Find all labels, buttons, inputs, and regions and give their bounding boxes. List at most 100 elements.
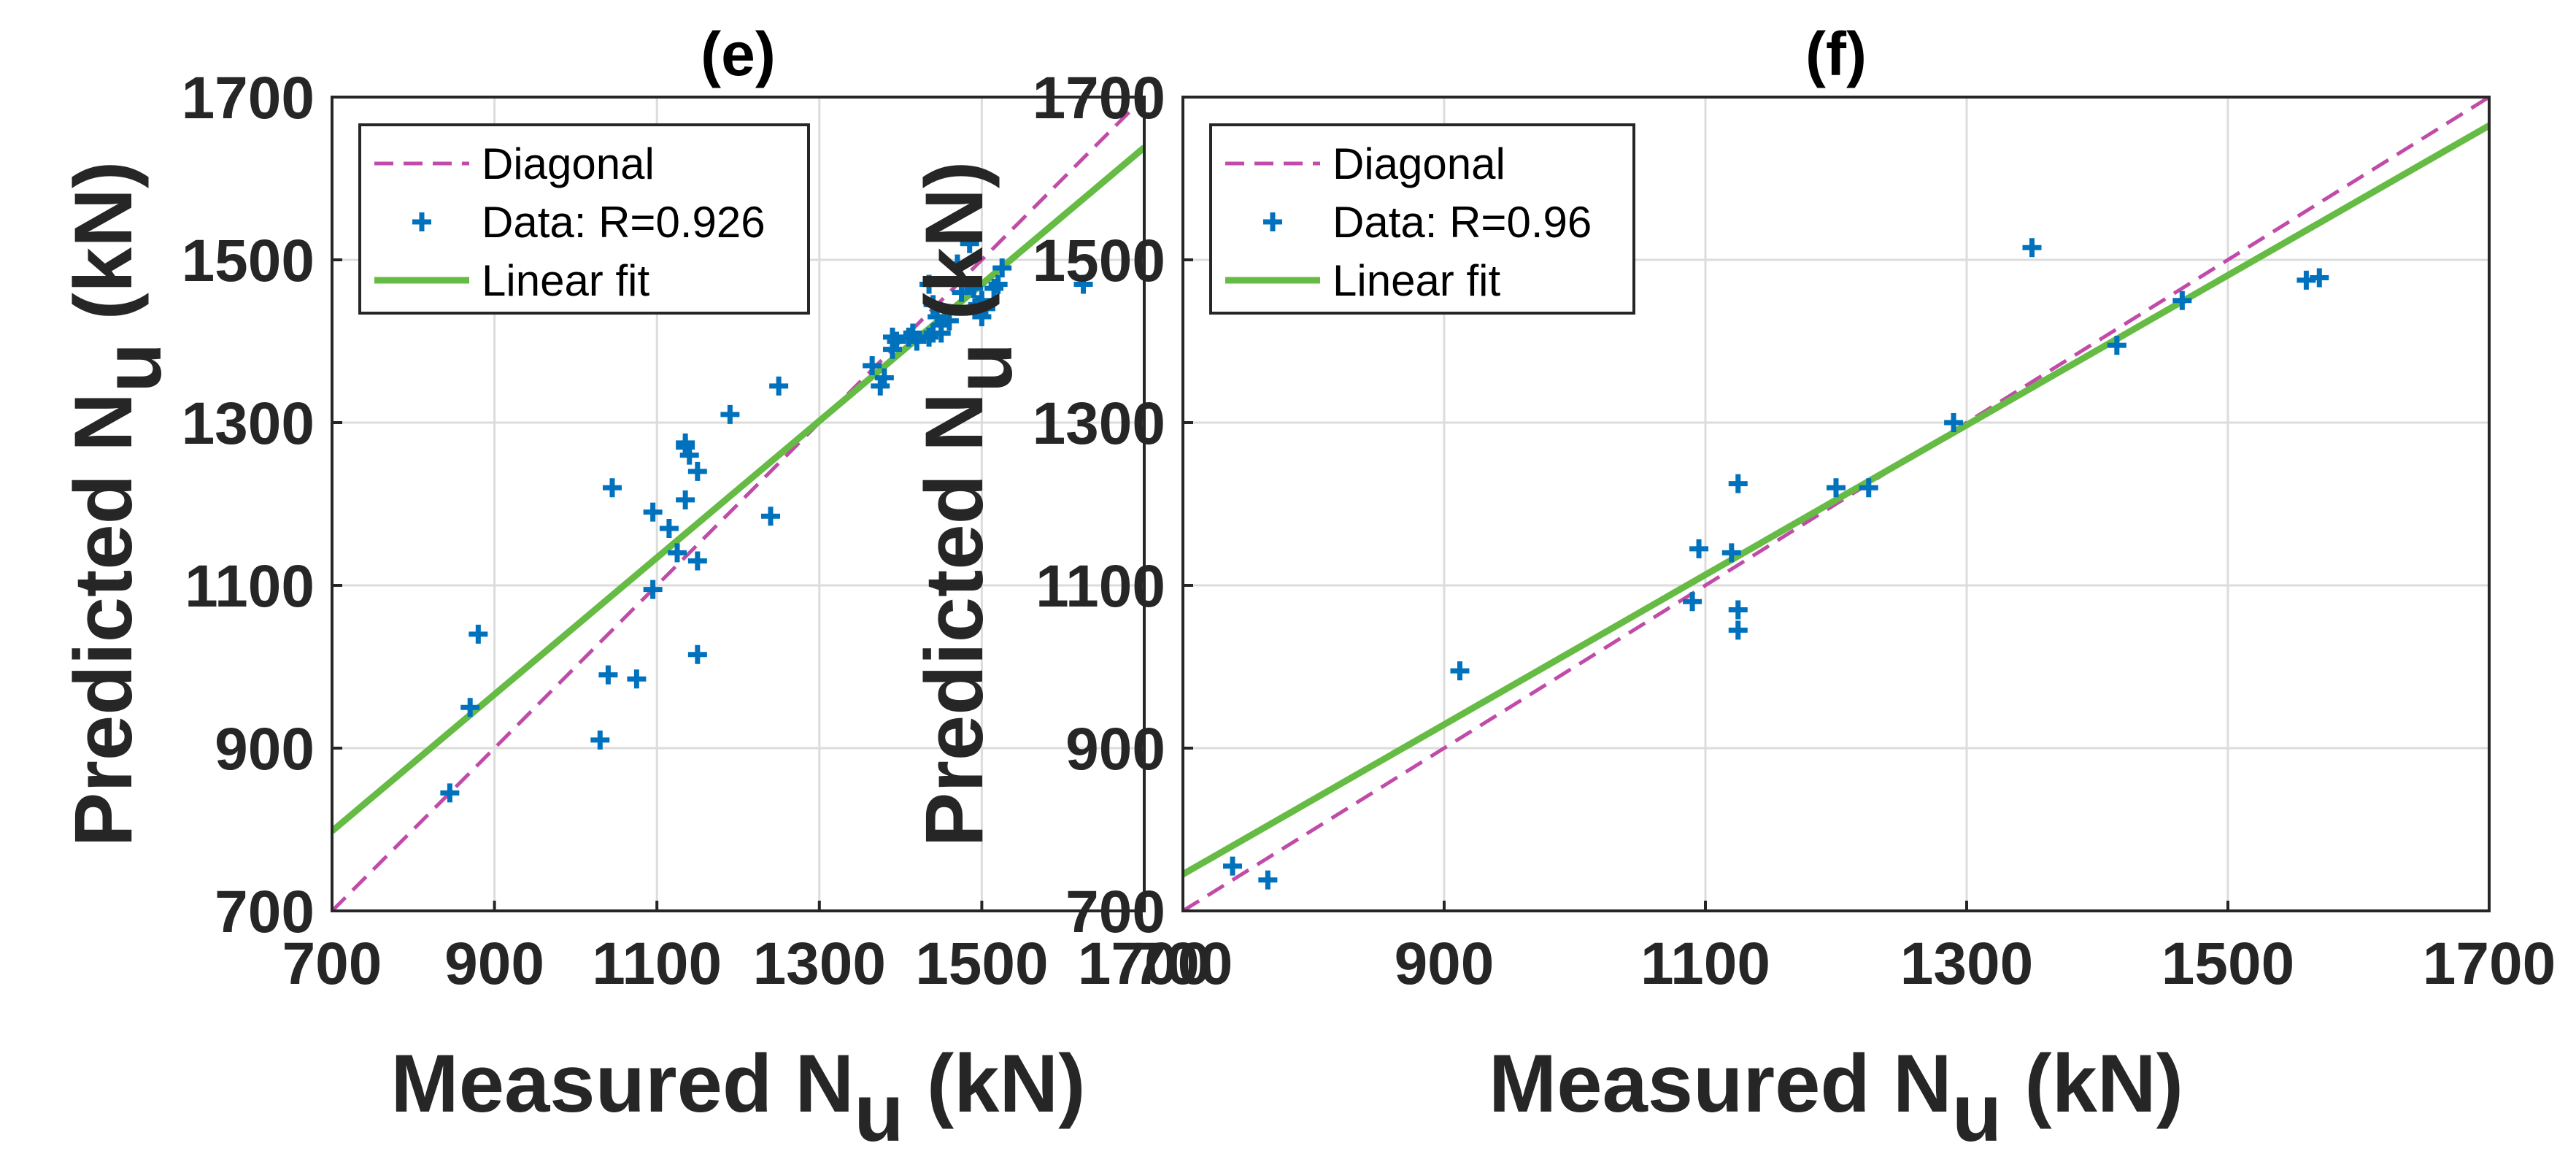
x-tick-label: 1300 (753, 931, 886, 997)
y-tick-label: 1500 (182, 228, 315, 294)
data-point (988, 274, 1008, 294)
legend-label: Linear fit (482, 256, 649, 305)
data-point (720, 404, 740, 424)
data-point (769, 376, 789, 396)
data-point (676, 490, 695, 509)
data-point (1728, 620, 1748, 640)
data-point (992, 258, 1012, 278)
data-point (440, 783, 460, 803)
y-tick-label: 1100 (1036, 553, 1165, 620)
x-tick-label: 1300 (1900, 931, 2033, 997)
data-point (907, 331, 927, 351)
x-tick-label: 700 (282, 931, 382, 997)
data-point (2310, 268, 2329, 288)
x-tick-label: 1700 (1078, 931, 1211, 997)
data-point (948, 254, 968, 274)
y-tick-label: 1300 (182, 390, 315, 457)
plot-area (1183, 97, 2489, 911)
x-tick-label: 700 (1133, 931, 1233, 997)
data-point (952, 282, 971, 302)
legend-label: Data: R=0.96 (1333, 198, 1592, 247)
axes-box (331, 96, 1146, 912)
data-point (687, 644, 707, 664)
y-tick-label: 1700 (182, 65, 315, 131)
linear-fit-line (1183, 123, 2489, 877)
data-point (687, 551, 707, 571)
data-point (460, 698, 480, 717)
data-point (2107, 336, 2126, 355)
data-point (1721, 543, 1741, 563)
data-point (687, 461, 707, 481)
data-point (598, 665, 618, 685)
data-point (643, 502, 663, 522)
legend-box (1209, 123, 1635, 315)
data-point (643, 580, 663, 599)
legend: Diagonal Data: R=0.926 Linear fit (358, 123, 810, 315)
y-tick-label: 1500 (1033, 228, 1165, 294)
data-point (590, 730, 610, 750)
chart-1: 7007009009001100110013001300150015001700… (58, 20, 1211, 1158)
y-tick-label: 700 (215, 879, 315, 945)
data-point (939, 311, 959, 331)
data-point (1223, 856, 1243, 876)
axes-box (1181, 96, 2491, 912)
data-point (1728, 600, 1748, 620)
data-point (602, 478, 622, 498)
y-tick-label: 700 (1065, 879, 1165, 945)
data-point (761, 507, 781, 526)
data-point (2172, 290, 2192, 310)
data-point (960, 234, 979, 253)
x-axis-label: Measured Nu (kN) (1489, 1038, 2183, 1158)
data-point (668, 543, 687, 563)
data-point (627, 669, 647, 689)
x-tick-label: 1500 (2162, 931, 2294, 997)
data-point (468, 624, 488, 644)
y-tick-label: 1700 (1033, 65, 1165, 131)
y-tick-label: 1100 (185, 553, 315, 620)
data-point (923, 295, 943, 315)
data-point (659, 518, 679, 538)
linear-fit-line (332, 145, 1144, 834)
data-point (1827, 478, 1846, 498)
data-point (887, 331, 906, 351)
data-point (964, 279, 984, 299)
x-tick-label: 1100 (1640, 931, 1770, 997)
data-point (1073, 274, 1093, 294)
legend-label: Diagonal (1333, 139, 1505, 188)
legend-label: Linear fit (1333, 256, 1500, 305)
x-tick-label: 1500 (915, 931, 1048, 997)
legend-label: Diagonal (482, 139, 655, 188)
data-point (1859, 478, 1878, 498)
x-tick-label: 900 (1395, 931, 1495, 997)
legend-label: Data: R=0.926 (482, 198, 766, 247)
data-point (1944, 413, 1964, 432)
data-point (679, 445, 699, 465)
y-tick-label: 900 (1065, 716, 1165, 782)
y-tick-label: 900 (215, 716, 315, 782)
data-point (1258, 870, 1278, 890)
chart-title: (e) (701, 20, 776, 88)
data-point (976, 299, 995, 318)
x-tick-label: 1700 (2423, 931, 2556, 997)
legend: Diagonal Data: R=0.96 Linear fit (1209, 123, 1635, 315)
y-tick-label: 1300 (1033, 390, 1165, 457)
data-point (1450, 661, 1470, 681)
data-point (1683, 592, 1702, 612)
data-point (919, 274, 939, 294)
chart-title: (f) (1805, 20, 1867, 88)
data-point (676, 433, 695, 453)
y-axis-label: Predicted Nu (kN) (58, 161, 178, 847)
x-tick-label: 1100 (592, 931, 722, 997)
data-point (1728, 474, 1748, 493)
diagonal-line (332, 97, 1144, 911)
y-axis-label: Predicted Nu (kN) (909, 161, 1029, 847)
legend-marker-swatch (1263, 212, 1282, 231)
diagonal-line (1183, 97, 2489, 911)
data-point (1689, 539, 1709, 558)
data-point (863, 355, 882, 375)
legend-marker-swatch (412, 212, 431, 231)
data-point (874, 368, 894, 388)
x-tick-label: 900 (444, 931, 544, 997)
